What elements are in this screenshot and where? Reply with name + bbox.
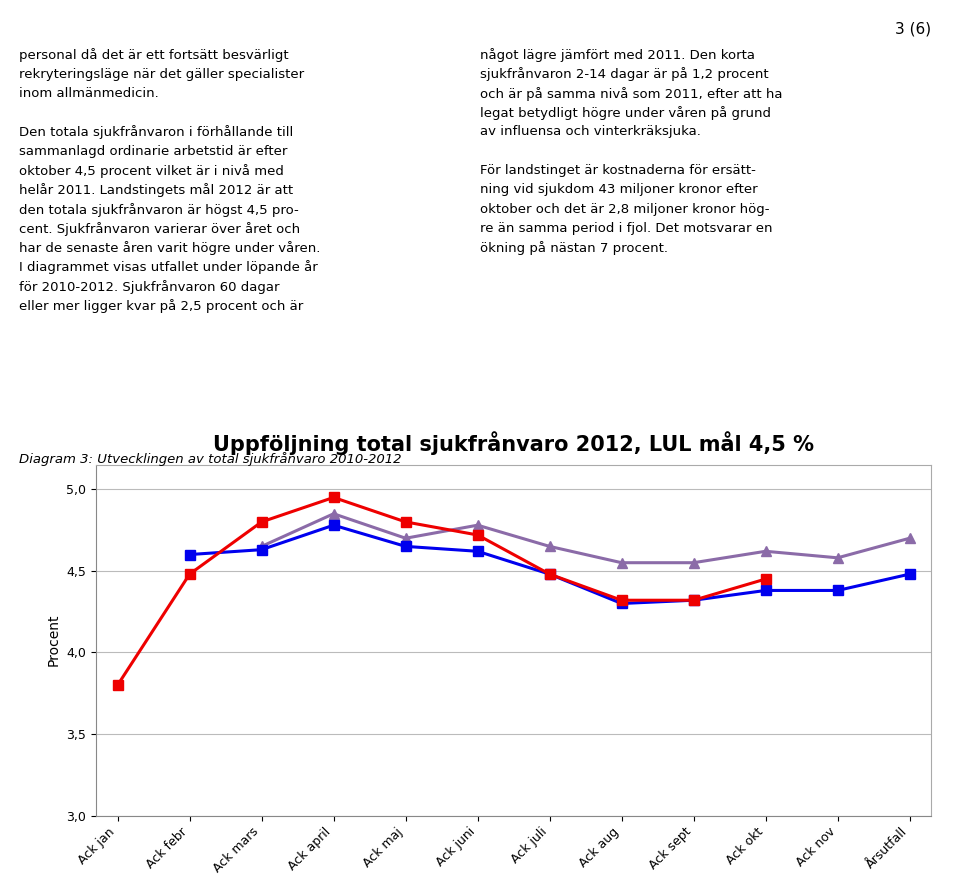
Line: År 2010: År 2010 <box>256 509 915 567</box>
Text: oktober och det är 2,8 miljoner kronor hög-: oktober och det är 2,8 miljoner kronor h… <box>480 203 770 216</box>
År 2012 <box>183 569 195 580</box>
Text: rekryteringsläge när det gäller specialister: rekryteringsläge när det gäller speciali… <box>19 68 304 81</box>
Text: den totala sjukfrånvaron är högst 4,5 pro-: den totala sjukfrånvaron är högst 4,5 pr… <box>19 203 299 217</box>
År 2010 <box>255 541 267 552</box>
År 2010 <box>831 553 843 563</box>
Line: År 2012: År 2012 <box>112 493 771 690</box>
År 2010 <box>471 520 483 531</box>
År 2011 <box>615 598 627 609</box>
Text: Diagram 3: Utvecklingen av total sjukfrånvaro 2010-2012: Diagram 3: Utvecklingen av total sjukfrå… <box>19 452 401 466</box>
År 2011 <box>543 569 555 580</box>
Text: oktober 4,5 procent vilket är i nivå med: oktober 4,5 procent vilket är i nivå med <box>19 164 284 178</box>
Text: I diagrammet visas utfallet under löpande år: I diagrammet visas utfallet under löpand… <box>19 260 318 275</box>
Text: personal då det är ett fortsätt besvärligt: personal då det är ett fortsätt besvärli… <box>19 48 289 62</box>
År 2012 <box>543 569 555 580</box>
År 2012 <box>327 492 339 503</box>
Text: Den totala sjukfrånvaron i förhållande till: Den totala sjukfrånvaron i förhållande t… <box>19 125 294 139</box>
År 2011 <box>759 585 771 595</box>
År 2010 <box>327 509 339 519</box>
År 2011 <box>255 545 267 555</box>
År 2012 <box>687 595 699 605</box>
År 2011 <box>831 585 843 595</box>
Text: av influensa och vinterkräksjuka.: av influensa och vinterkräksjuka. <box>480 125 701 139</box>
År 2011 <box>183 549 195 560</box>
År 2012 <box>255 517 267 527</box>
År 2012 <box>111 680 123 690</box>
År 2010 <box>543 541 555 552</box>
Y-axis label: Procent: Procent <box>47 614 60 667</box>
Text: för 2010-2012. Sjukfrånvaron 60 dagar: för 2010-2012. Sjukfrånvaron 60 dagar <box>19 280 279 294</box>
År 2010 <box>759 546 771 557</box>
År 2012 <box>471 530 483 540</box>
Line: År 2011: År 2011 <box>184 520 915 609</box>
År 2011 <box>903 569 915 580</box>
År 2010 <box>903 533 915 544</box>
Text: inom allmänmedicin.: inom allmänmedicin. <box>19 87 159 100</box>
Text: och är på samma nivå som 2011, efter att ha: och är på samma nivå som 2011, efter att… <box>480 87 782 101</box>
År 2010 <box>615 558 627 568</box>
År 2012 <box>759 574 771 584</box>
Text: ökning på nästan 7 procent.: ökning på nästan 7 procent. <box>480 241 668 255</box>
Text: 3 (6): 3 (6) <box>895 22 931 37</box>
År 2011 <box>471 546 483 557</box>
Text: sammanlagd ordinarie arbetstid är efter: sammanlagd ordinarie arbetstid är efter <box>19 145 288 158</box>
År 2011 <box>399 541 411 552</box>
Text: har de senaste åren varit högre under våren.: har de senaste åren varit högre under vå… <box>19 241 321 255</box>
År 2012 <box>615 595 627 605</box>
Text: För landstinget är kostnaderna för ersätt-: För landstinget är kostnaderna för ersät… <box>480 164 756 177</box>
Title: Uppföljning total sjukfrånvaro 2012, LUL mål 4,5 %: Uppföljning total sjukfrånvaro 2012, LUL… <box>213 431 814 455</box>
Text: helår 2011. Landstingets mål 2012 är att: helår 2011. Landstingets mål 2012 är att <box>19 183 294 197</box>
År 2011 <box>687 595 699 605</box>
Text: cent. Sjukfrånvaron varierar över året och: cent. Sjukfrånvaron varierar över året o… <box>19 222 300 236</box>
Text: legat betydligt högre under våren på grund: legat betydligt högre under våren på gru… <box>480 106 771 120</box>
Text: eller mer ligger kvar på 2,5 procent och är: eller mer ligger kvar på 2,5 procent och… <box>19 299 303 313</box>
Text: något lägre jämfört med 2011. Den korta: något lägre jämfört med 2011. Den korta <box>480 48 755 62</box>
Text: sjukfrånvaron 2-14 dagar är på 1,2 procent: sjukfrånvaron 2-14 dagar är på 1,2 proce… <box>480 68 769 82</box>
Text: ning vid sjukdom 43 miljoner kronor efter: ning vid sjukdom 43 miljoner kronor efte… <box>480 183 757 196</box>
År 2011 <box>327 520 339 531</box>
Text: re än samma period i fjol. Det motsvarar en: re än samma period i fjol. Det motsvarar… <box>480 222 773 235</box>
År 2010 <box>399 533 411 544</box>
År 2012 <box>399 517 411 527</box>
År 2010 <box>687 558 699 568</box>
